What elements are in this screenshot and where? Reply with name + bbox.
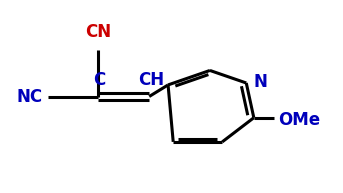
Text: C: C xyxy=(93,71,106,89)
Text: N: N xyxy=(254,73,268,91)
Text: CN: CN xyxy=(85,23,111,41)
Text: NC: NC xyxy=(16,87,42,106)
Text: OMe: OMe xyxy=(278,111,320,129)
Text: CH: CH xyxy=(138,71,164,89)
